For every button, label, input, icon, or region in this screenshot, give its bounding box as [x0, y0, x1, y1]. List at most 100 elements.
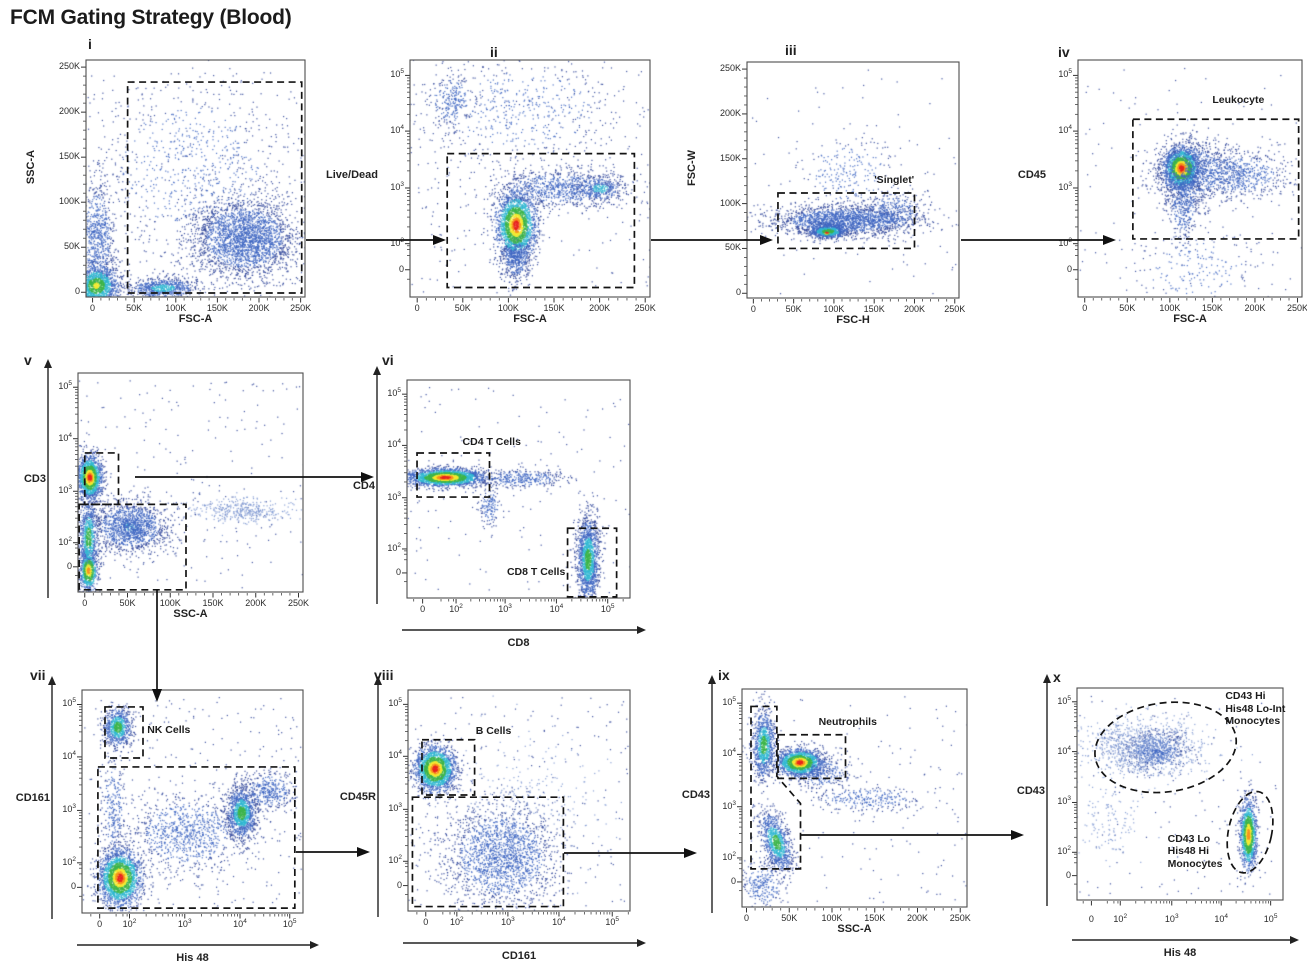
y-tick-label: 200K — [719, 107, 741, 118]
y-tick-label: 103 — [390, 180, 404, 192]
y-tick-label: 103 — [1057, 795, 1071, 807]
x-axis-label-fsc-h: FSC-H — [836, 314, 870, 326]
y-axis-label-live-dead: Live/Dead — [326, 169, 378, 182]
x-tick-label: 0 — [1088, 914, 1094, 924]
x-tick-label: 100K — [165, 303, 187, 313]
gate-vii-1 — [97, 766, 296, 909]
plot-vii-axes — [48, 676, 319, 949]
x-tick-label: 0 — [414, 303, 420, 313]
panel-numeral-x: x — [1053, 669, 1061, 685]
x-axis-arrowhead-icon — [310, 941, 319, 949]
x-tick-label: 102 — [122, 918, 137, 929]
gate-label-vii: NK Cells — [147, 724, 191, 737]
y-tick-label: 102 — [722, 850, 736, 862]
gate-x-1 — [1226, 790, 1274, 874]
plot-i-axes — [81, 59, 306, 303]
y-axis-arrowhead-icon — [374, 676, 382, 685]
y-tick-label: 150K — [58, 151, 80, 162]
plot-iv-points — [1078, 60, 1302, 297]
gate-label-iv: Leukocyte — [1212, 94, 1265, 107]
plot-vi-axes — [373, 366, 646, 634]
plot-ix-axes — [708, 675, 968, 913]
x-tick-label: 100K — [159, 598, 181, 608]
x-tick-label: 200K — [1244, 303, 1266, 313]
x-tick-label: 50K — [126, 303, 143, 313]
plot-viii-points — [408, 690, 630, 911]
x-axis-label-his-48: His 48 — [176, 952, 209, 964]
y-tick-label: 0 — [74, 286, 80, 297]
y-tick-label: 250K — [719, 63, 741, 74]
plot-iv-axes — [1073, 59, 1303, 303]
y-tick-label: 50K — [63, 241, 80, 252]
x-tick-label: 103 — [498, 603, 512, 614]
y-tick-label: 105 — [390, 68, 404, 80]
x-tick-label: 0 — [743, 913, 750, 923]
x-tick-label: 200K — [245, 598, 267, 608]
plot-i-points — [86, 60, 305, 297]
x-tick-label: 150K — [202, 598, 224, 608]
gate-b-cells — [421, 738, 476, 796]
y-tick-label: 105 — [58, 380, 72, 392]
gate-singlet — [777, 192, 916, 250]
x-tick-label: 100K — [497, 303, 519, 313]
gate-viii-1 — [411, 796, 565, 908]
panel-numeral-v: v — [24, 352, 32, 368]
y-axis-label-fsc-w: FSC-W — [686, 150, 698, 187]
x-tick-label: 250K — [290, 303, 312, 313]
x-tick-label: 200K — [903, 304, 925, 314]
x-tick-label: 50K — [119, 598, 136, 608]
y-tick-label: 0 — [398, 263, 404, 274]
y-tick-label: 105 — [1057, 694, 1071, 706]
plot-x-axes — [1043, 674, 1299, 944]
y-axis-label-cd4: CD4 — [352, 479, 375, 492]
y-axis-arrowhead-icon — [373, 366, 381, 375]
gate-leukocyte — [1132, 118, 1300, 240]
x-axis-label-his-48: His 48 — [1163, 947, 1197, 959]
gate-neutrophils — [777, 733, 847, 780]
x-axis-label-cd8: CD8 — [507, 637, 530, 649]
plot-ii-border — [409, 59, 651, 298]
y-tick-label: 103 — [58, 484, 72, 496]
y-tick-label: 103 — [62, 803, 76, 815]
gate-ix-1 — [750, 705, 802, 870]
gate-label-ix: Neutrophils — [818, 715, 877, 728]
y-tick-label: 50K — [724, 242, 741, 253]
gate-cd4-t-cells — [416, 452, 491, 498]
panel-numeral-iv: iv — [1058, 44, 1070, 60]
x-tick-label: 250K — [634, 303, 656, 313]
y-tick-label: 102 — [1058, 236, 1072, 248]
x-axis-label-fsc-a: FSC-A — [178, 313, 213, 325]
plot-vii-border — [81, 689, 304, 914]
y-tick-label: 105 — [387, 387, 401, 399]
y-tick-label: 0 — [1065, 869, 1071, 880]
x-tick-label: 0 — [420, 604, 426, 614]
y-tick-label: 105 — [722, 696, 736, 708]
y-tick-label: 102 — [58, 535, 72, 547]
y-tick-label: 104 — [1057, 744, 1071, 756]
x-tick-label: 104 — [1214, 913, 1229, 924]
gate-i-0 — [126, 81, 303, 294]
x-tick-label: 103 — [1164, 913, 1179, 924]
plot-iii-border — [746, 61, 960, 299]
gate-cd8-t-cells — [566, 527, 618, 598]
x-axis-label-ssc-a: SSC-A — [837, 923, 872, 935]
panel-numeral-viii: viii — [374, 667, 394, 683]
y-tick-label: 0 — [735, 287, 741, 298]
y-axis-arrowhead-icon — [44, 359, 52, 368]
x-tick-label: 102 — [450, 916, 464, 927]
plot-ix-border — [741, 688, 968, 908]
y-tick-label: 102 — [1057, 845, 1071, 857]
x-tick-label: 200K — [906, 913, 929, 923]
y-axis-label-ssc-a: SSC-A — [25, 149, 37, 184]
y-tick-label: 250K — [58, 61, 80, 72]
x-tick-label: 105 — [605, 916, 620, 927]
x-tick-label: 105 — [282, 918, 297, 929]
y-tick-label: 104 — [722, 747, 736, 759]
x-axis-label-fsc-a: FSC-A — [513, 313, 547, 325]
x-tick-label: 50K — [781, 913, 798, 923]
gate-label-vi: CD4 T Cells — [462, 436, 521, 449]
y-tick-label: 105 — [388, 697, 402, 709]
gate-label-vi: CD8 T Cells — [506, 565, 566, 578]
